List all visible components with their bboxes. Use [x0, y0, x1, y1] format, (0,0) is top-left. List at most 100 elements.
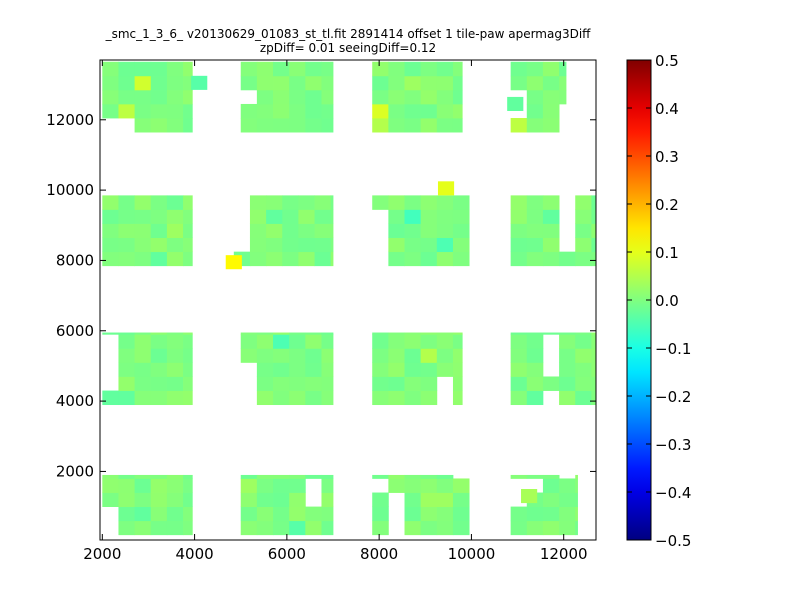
heatmap-cell — [249, 237, 267, 253]
heatmap-cell — [591, 390, 597, 406]
y-tick-label: 4000 — [56, 392, 94, 410]
heatmap-cell — [305, 362, 322, 377]
heatmap-cell — [404, 520, 422, 536]
heatmap-cell — [559, 478, 576, 493]
heatmap-cell — [510, 376, 528, 391]
heatmap-cell — [240, 474, 258, 479]
heatmap-cell — [542, 103, 560, 119]
heatmap-cell — [330, 223, 334, 238]
heatmap-cell — [591, 362, 597, 377]
heatmap-cell — [526, 520, 544, 536]
heatmap-cell — [526, 195, 544, 210]
heatmap-cell — [521, 489, 538, 504]
heatmap-cell — [289, 334, 306, 349]
heatmap-cell — [330, 251, 334, 267]
heatmap-cell — [420, 61, 438, 77]
heatmap-cell — [183, 390, 193, 406]
y-tick-label: 6000 — [56, 322, 94, 340]
heatmap-cell — [183, 237, 193, 253]
heatmap-cell — [542, 209, 560, 224]
heatmap-cell — [388, 209, 405, 224]
heatmap-cell — [256, 474, 274, 479]
heatmap-cell — [289, 362, 306, 377]
heatmap-cell — [372, 118, 389, 133]
heatmap-cell — [305, 390, 322, 406]
chart-title-line2: zpDiff= 0.01 seeingDiff=0.12 — [260, 41, 436, 55]
heatmap-cell — [134, 251, 152, 267]
heatmap-cell — [510, 474, 528, 479]
heatmap-cell — [372, 334, 389, 349]
heatmap-cell — [559, 75, 567, 91]
heatmap-cell — [305, 474, 322, 479]
heatmap-cell — [249, 223, 267, 238]
heatmap-cell — [388, 390, 405, 406]
heatmap-cell — [256, 61, 274, 77]
heatmap-cell — [118, 61, 136, 77]
heatmap-cell — [404, 390, 422, 406]
heatmap-cell — [240, 332, 258, 335]
heatmap-cell — [273, 61, 290, 77]
heatmap-cell — [118, 103, 136, 119]
heatmap-cell — [298, 223, 315, 238]
heatmap-cell — [452, 209, 470, 224]
heatmap-cell — [240, 103, 258, 119]
heatmap-cell — [102, 223, 119, 238]
heatmap-cell — [510, 61, 528, 77]
heatmap-cell — [372, 103, 389, 119]
heatmap-cell — [289, 506, 306, 522]
heatmap-cell — [420, 209, 438, 224]
heatmap-cell — [559, 348, 576, 363]
heatmap-cell — [575, 334, 592, 349]
heatmap-cell — [420, 332, 438, 335]
heatmap-cell — [436, 103, 454, 119]
heatmap-cell — [510, 362, 528, 377]
heatmap-cell — [166, 520, 184, 536]
x-tick-label: 2000 — [83, 545, 121, 563]
heatmap-cell — [266, 195, 283, 210]
heatmap-cell — [150, 334, 168, 349]
heatmap-cell — [289, 118, 306, 133]
heatmap-cell — [183, 332, 193, 335]
heatmap-cell — [542, 118, 560, 133]
heatmap-cell — [289, 492, 306, 507]
heatmap-cell — [420, 520, 438, 536]
heatmap-cell — [542, 61, 560, 77]
heatmap-cell — [388, 348, 405, 363]
heatmap-cell — [289, 61, 306, 77]
heatmap-cell — [404, 376, 422, 391]
heatmap-cell — [166, 348, 184, 363]
heatmap-cell — [134, 334, 152, 349]
heatmap-cell — [372, 61, 389, 77]
heatmap-cell — [150, 506, 168, 522]
heatmap-cell — [388, 237, 405, 253]
heatmap-cell — [102, 61, 119, 77]
heatmap-cell — [298, 251, 315, 267]
heatmap-cell — [321, 89, 334, 105]
heatmap-cell — [273, 478, 290, 493]
heatmap-cell — [134, 478, 152, 493]
heatmap-cell — [183, 75, 193, 91]
colorbar-tick-label: −0.1 — [655, 340, 691, 358]
heatmap-cell — [118, 390, 136, 406]
heatmap-cell — [420, 103, 438, 119]
heatmap-cell — [305, 520, 322, 536]
heatmap-cell — [388, 195, 405, 210]
heatmap-cell — [273, 520, 290, 536]
heatmap-cell — [404, 474, 422, 479]
heatmap-cell — [102, 237, 119, 253]
heatmap-cell — [289, 332, 306, 335]
heatmap-cell — [420, 390, 438, 406]
heatmap-cell — [150, 223, 168, 238]
heatmap-cell — [321, 474, 334, 479]
heatmap-cell — [452, 118, 463, 133]
heatmap-cell — [102, 89, 119, 105]
heatmap-cell — [256, 89, 274, 105]
heatmap-cell — [452, 348, 463, 363]
x-tick-label: 4000 — [175, 545, 213, 563]
heatmap-cell — [388, 474, 405, 479]
heatmap-cell — [166, 103, 184, 119]
heatmap-cell — [134, 209, 152, 224]
heatmap-cell — [273, 506, 290, 522]
heatmap-cell — [330, 195, 334, 210]
